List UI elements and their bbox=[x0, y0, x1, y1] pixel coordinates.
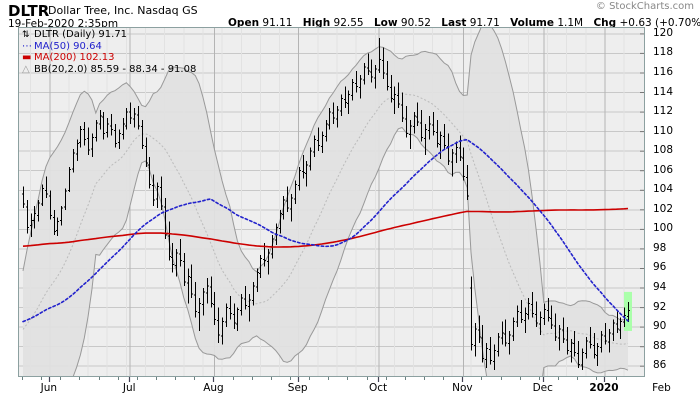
legend-ma50-label: MA(50) 90.64 bbox=[34, 40, 102, 52]
y-axis-tick-98: 98 bbox=[653, 241, 667, 254]
high-label: High bbox=[302, 17, 331, 29]
volume-value: 1.1M bbox=[557, 17, 584, 29]
quote-bar: Open 91.11 High 92.55 Low 90.52 Last 91.… bbox=[228, 17, 700, 29]
legend-price-label: DLTR (Daily) 91.71 bbox=[34, 29, 128, 40]
x-axis-tick-sep: Sep bbox=[287, 382, 308, 394]
open-value: 91.11 bbox=[262, 17, 293, 29]
dotted-line-icon: ⋯ bbox=[22, 40, 32, 52]
volume-label: Volume bbox=[510, 17, 554, 29]
chart-canvas bbox=[19, 28, 644, 376]
y-axis-tick-88: 88 bbox=[653, 339, 667, 352]
solid-line-icon: ▬ bbox=[22, 52, 32, 64]
company-name-text: Dollar Tree, Inc. bbox=[48, 4, 134, 17]
y-axis-tick-114: 114 bbox=[653, 85, 674, 98]
exchange-name: Nasdaq GS bbox=[137, 4, 198, 17]
y-axis-tick-94: 94 bbox=[653, 281, 667, 294]
open-label: Open bbox=[228, 17, 260, 29]
chg-value: +0.63 (+0.70%) bbox=[619, 17, 700, 29]
y-axis-tick-90: 90 bbox=[653, 320, 667, 333]
last-label: Last bbox=[441, 17, 467, 29]
chart-legend: ⇅ DLTR (Daily) 91.71 ⋯ MA(50) 90.64 ▬ MA(20… bbox=[22, 29, 196, 75]
y-axis-tick-112: 112 bbox=[653, 105, 674, 118]
y-axis-tick-118: 118 bbox=[653, 46, 674, 59]
x-axis-tick-2020: 2020 bbox=[589, 382, 619, 394]
legend-ma200: ▬ MA(200) 102.13 bbox=[22, 52, 196, 64]
x-axis-tick-dec: Dec bbox=[532, 382, 553, 394]
x-axis-tick-oct: Oct bbox=[369, 382, 388, 394]
low-value: 90.52 bbox=[400, 17, 431, 29]
y-axis-tick-104: 104 bbox=[653, 183, 674, 196]
ohlc-bar-icon: ⇅ bbox=[22, 30, 30, 40]
stockcharts-watermark: © StockCharts.com bbox=[595, 1, 694, 12]
legend-bb-label: BB(20,2.0) 85.59 - 88.34 - 91.08 bbox=[34, 63, 197, 75]
x-axis-tick-jun: Jun bbox=[40, 382, 57, 394]
x-axis-tickmarks bbox=[22, 377, 617, 382]
x-axis-tick-aug: Aug bbox=[203, 382, 224, 394]
ticker-symbol: DLTR bbox=[8, 2, 50, 20]
y-axis-tick-116: 116 bbox=[653, 65, 674, 78]
legend-ma50: ⋯ MA(50) 90.64 bbox=[22, 41, 196, 53]
x-axis-tick-jul: Jul bbox=[122, 382, 136, 394]
x-axis-tick-nov: Nov bbox=[452, 382, 473, 394]
last-value: 91.71 bbox=[469, 17, 500, 29]
high-value: 92.55 bbox=[333, 17, 364, 29]
company-name: Dollar Tree, Inc. Nasdaq GS bbox=[48, 4, 198, 17]
y-axis-tick-110: 110 bbox=[653, 124, 674, 137]
y-axis-tick-92: 92 bbox=[653, 300, 667, 313]
y-axis-tick-120: 120 bbox=[653, 26, 674, 39]
y-axis-tick-86: 86 bbox=[653, 359, 667, 372]
legend-price: ⇅ DLTR (Daily) 91.71 bbox=[22, 29, 196, 41]
y-axis-tick-96: 96 bbox=[653, 261, 667, 274]
price-chart-plot-area[interactable] bbox=[18, 27, 645, 377]
x-axis-tick-feb: Feb bbox=[652, 382, 671, 394]
legend-ma200-label: MA(200) 102.13 bbox=[34, 52, 115, 64]
y-axis-tick-100: 100 bbox=[653, 222, 674, 235]
band-icon: △ bbox=[22, 63, 30, 75]
y-axis-tick-106: 106 bbox=[653, 163, 674, 176]
low-label: Low bbox=[373, 17, 398, 29]
legend-bb: △ BB(20,2.0) 85.59 - 88.34 - 91.08 bbox=[22, 64, 196, 76]
y-axis-tick-108: 108 bbox=[653, 144, 674, 157]
y-axis-tick-102: 102 bbox=[653, 202, 674, 215]
chg-label: Chg bbox=[593, 17, 617, 29]
